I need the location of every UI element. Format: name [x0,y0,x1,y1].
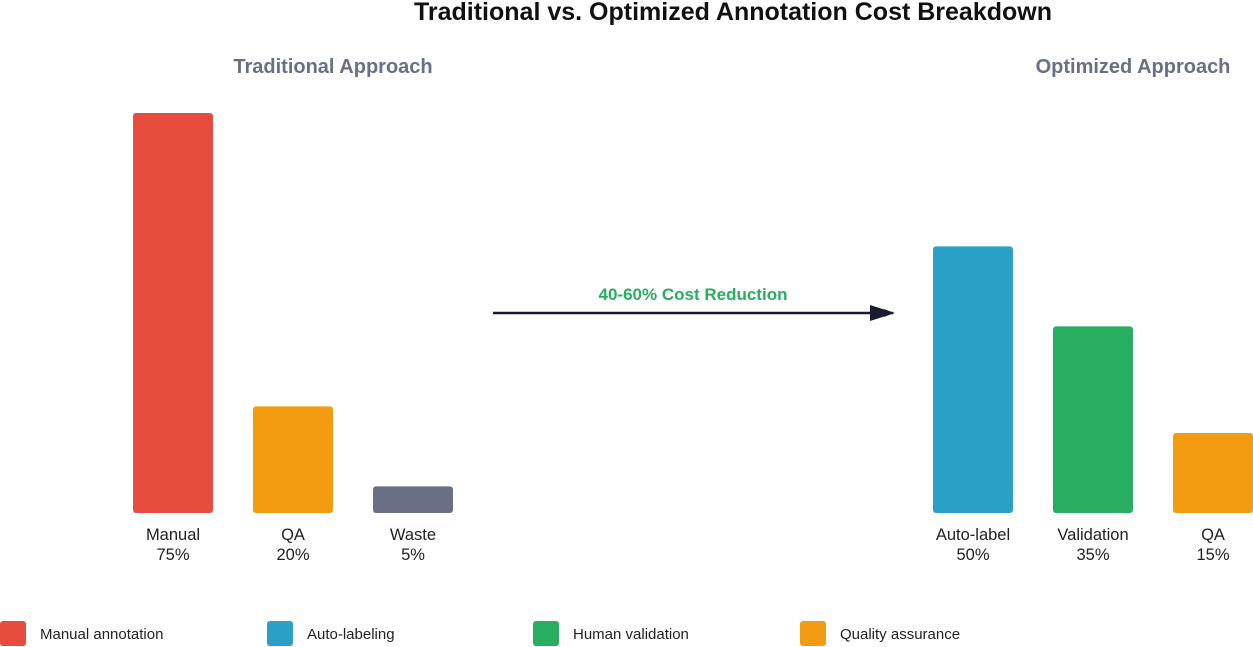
legend: Manual annotation Auto-labeling Human vali… [0,621,960,646]
category-label: QA [1201,526,1225,544]
panel-title-traditional: Traditional Approach [233,56,432,78]
value-label: 5% [401,546,425,564]
legend-swatch-human-validation [533,621,559,646]
bar-traditional-manual [133,113,213,513]
bar-optimized-validation [1053,326,1133,513]
legend-swatch-auto-labeling [267,621,293,646]
category-label: QA [281,526,305,544]
bar-optimized-qa [1173,433,1253,513]
legend-label-manual-annotation: Manual annotation [40,626,163,643]
value-label: 35% [1076,546,1109,564]
chart-title: Traditional vs. Optimized Annotation Cos… [414,0,1052,26]
value-label: 75% [156,546,189,564]
legend-label-auto-labeling: Auto-labeling [307,626,395,643]
panel-title-optimized: Optimized Approach [1036,56,1231,78]
legend-swatch-manual-annotation [0,621,26,646]
legend-swatch-quality-assurance [800,621,826,646]
bar-traditional-qa [253,406,333,513]
bar-optimized-auto-label [933,246,1013,514]
category-label: Manual [146,526,200,544]
category-label: Auto-label [936,526,1010,544]
optimized-bars: Auto-label 50% Validation 35% QA 15% [933,246,1253,564]
cost-reduction-label: 40-60% Cost Reduction [599,285,788,304]
value-label: 50% [956,546,989,564]
traditional-bars: Manual 75% QA 20% Waste 5% [133,113,453,564]
arrow-head-icon [870,305,895,321]
bar-traditional-waste [373,486,453,513]
legend-label-quality-assurance: Quality assurance [840,626,960,643]
legend-label-human-validation: Human validation [573,626,689,643]
value-label: 20% [276,546,309,564]
value-label: 15% [1196,546,1229,564]
category-label: Validation [1057,526,1128,544]
category-label: Waste [390,526,436,544]
